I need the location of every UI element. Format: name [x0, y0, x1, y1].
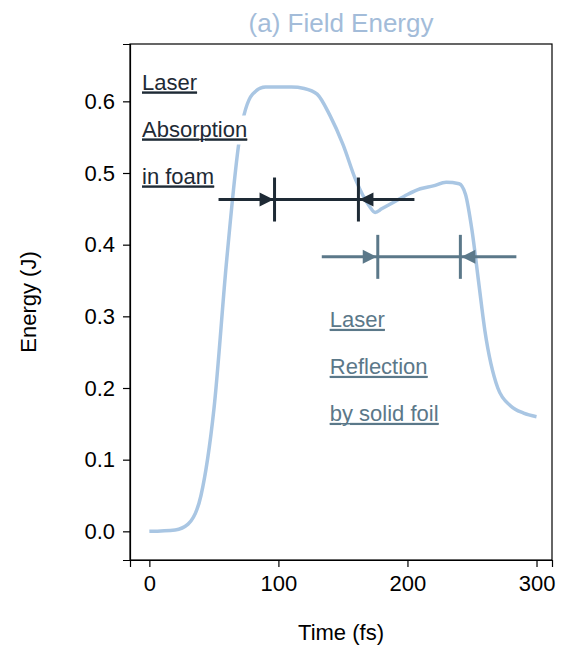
- text-background: [140, 69, 249, 192]
- tick-mark: [123, 531, 130, 532]
- tick: 0.6: [84, 89, 130, 114]
- text-patch: [328, 400, 441, 429]
- tick-mark: [123, 245, 130, 246]
- tick-label: 0.3: [84, 304, 115, 329]
- annotations: Laser Absorption in foam Laser Reflection by …: [140, 69, 516, 429]
- tick-mark: [278, 560, 279, 567]
- tick-label: 0.6: [84, 89, 115, 114]
- annotation-line: Absorption: [142, 117, 247, 142]
- text-patch: [140, 116, 249, 145]
- tick-label: 100: [261, 571, 298, 596]
- annotation-text: Laser Reflection by solid foil: [328, 306, 441, 429]
- underline: [142, 139, 247, 141]
- annotation-line: Laser: [142, 70, 197, 95]
- range-line: [219, 198, 415, 201]
- x-axis-title: Time (fs): [298, 620, 384, 645]
- x-axis: 0 100 200 300: [131, 560, 556, 596]
- text-background: [328, 306, 441, 429]
- underline: [330, 376, 428, 378]
- annotation: Laser Reflection by solid foil: [322, 235, 517, 429]
- chart: 0 100 200 300 0.0 0.1 0.2 0.3 0.4 0.5 0.6 Laser Abso…: [0, 0, 565, 654]
- tick-label: 0.2: [84, 376, 115, 401]
- text-patch: [328, 353, 430, 382]
- annotation-line: Laser: [330, 307, 385, 332]
- tick: 0.4: [84, 232, 130, 257]
- energy-line: [149, 87, 536, 531]
- tick-mark: [536, 560, 537, 567]
- tick-label: 0.1: [84, 447, 115, 472]
- annotation-line: by solid foil: [330, 401, 439, 426]
- tick-mark: [149, 560, 150, 567]
- tick-label: 0.5: [84, 161, 115, 186]
- arrow-head: [363, 250, 377, 264]
- tick-label: 0: [144, 571, 156, 596]
- tick: 0.2: [84, 376, 130, 401]
- text-patch: [140, 69, 199, 98]
- tick: 0.0: [84, 519, 130, 544]
- text-patch: [328, 306, 387, 335]
- tick: 0.5: [84, 161, 130, 186]
- tick: 300: [519, 560, 556, 596]
- underline: [142, 186, 214, 188]
- tick-mark: [123, 101, 130, 102]
- text-patch: [140, 163, 216, 192]
- arrow-head: [260, 193, 274, 207]
- plot: 0 100 200 300 0.0 0.1 0.2 0.3 0.4 0.5 0.6 Laser Abso…: [84, 44, 555, 596]
- arrow-head: [461, 250, 475, 264]
- range-line: [322, 255, 517, 258]
- y-axis-title: Energy (J): [16, 251, 41, 352]
- tick-mark: [407, 560, 408, 567]
- tick-label: 300: [519, 571, 556, 596]
- annotation-line: in foam: [142, 164, 214, 189]
- tick-mark: [123, 388, 130, 389]
- tick-label: 0.0: [84, 519, 115, 544]
- tick-label: 200: [390, 571, 427, 596]
- underline: [330, 423, 439, 425]
- tick: 0: [144, 560, 156, 596]
- tick: 0.3: [84, 304, 130, 329]
- tick: 100: [261, 560, 298, 596]
- annotation-line: Reflection: [330, 354, 428, 379]
- tick-label: 0.4: [84, 232, 115, 257]
- data-layer: [149, 87, 536, 531]
- underline: [142, 92, 197, 94]
- underline: [330, 329, 385, 331]
- annotation: Laser Absorption in foam: [140, 69, 414, 222]
- tick-mark: [123, 173, 130, 174]
- tick: 200: [390, 560, 427, 596]
- title: (a) Field Energy: [249, 8, 434, 38]
- tick: 0.1: [84, 447, 130, 472]
- tick-mark: [123, 460, 130, 461]
- tick-mark: [123, 316, 130, 317]
- y-axis: 0.0 0.1 0.2 0.3 0.4 0.5 0.6: [84, 45, 130, 561]
- annotation-text: Laser Absorption in foam: [140, 69, 249, 192]
- axis-line: [123, 45, 131, 561]
- plot-frame: [130, 44, 552, 560]
- arrow-head: [359, 193, 373, 207]
- axis-line: [131, 561, 553, 568]
